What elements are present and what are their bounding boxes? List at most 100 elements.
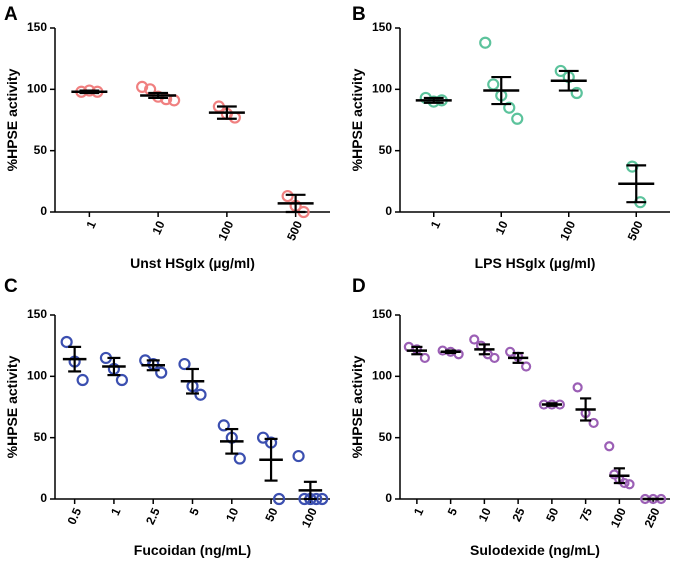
x-tick-label: 250 xyxy=(642,505,663,529)
x-tick-label: 75 xyxy=(577,505,595,523)
error-bar xyxy=(411,345,423,356)
data-point xyxy=(505,346,516,357)
x-tick-label: 1 xyxy=(108,505,124,517)
data-point xyxy=(521,361,532,372)
error-bar xyxy=(512,351,524,364)
y-tick-label: 50 xyxy=(34,430,48,444)
x-tick-label: 10 xyxy=(476,505,494,523)
panel-label: B xyxy=(352,4,366,25)
y-axis-label: %HPSE activity xyxy=(349,68,365,171)
panel-label: C xyxy=(4,276,18,297)
x-tick-label: 0.5 xyxy=(64,505,84,526)
data-point xyxy=(136,80,149,93)
x-axis-label: Unst HSglx (µg/ml) xyxy=(130,255,255,271)
y-tick-label: 50 xyxy=(379,430,393,444)
y-tick-label: 150 xyxy=(27,307,47,321)
y-axis-label: %HPSE activity xyxy=(4,68,20,171)
x-tick-label: 100 xyxy=(608,505,629,529)
y-axis-label: %HPSE activity xyxy=(349,355,365,458)
error-bar xyxy=(303,480,317,501)
y-tick-label: 0 xyxy=(40,204,47,218)
data-point xyxy=(292,449,305,463)
x-tick-label: 100 xyxy=(299,505,320,529)
x-tick-label: 1 xyxy=(428,218,444,230)
x-tick-label: 1 xyxy=(411,505,427,517)
data-point xyxy=(60,335,73,349)
data-point xyxy=(217,419,230,432)
error-bar xyxy=(423,96,444,104)
error-bar xyxy=(613,467,625,485)
data-point xyxy=(479,36,492,49)
data-point xyxy=(233,452,246,465)
error-bar xyxy=(148,91,169,100)
data-point xyxy=(572,382,583,393)
y-tick-label: 100 xyxy=(372,82,392,96)
x-tick-label: 2.5 xyxy=(143,505,163,526)
data-point xyxy=(281,189,294,203)
data-point xyxy=(570,86,583,100)
x-tick-label: 1 xyxy=(83,218,99,230)
y-tick-label: 50 xyxy=(34,143,48,157)
error-bar xyxy=(186,367,199,395)
panel-label: D xyxy=(352,276,366,297)
error-bar xyxy=(491,75,512,106)
error-bar xyxy=(478,343,490,356)
x-tick-label: 5 xyxy=(445,505,461,517)
data-point xyxy=(453,349,464,360)
error-bar xyxy=(107,356,121,377)
x-tick-label: 500 xyxy=(284,218,305,242)
error-bar xyxy=(79,89,100,95)
data-point xyxy=(155,366,168,379)
y-tick-label: 50 xyxy=(379,143,393,157)
data-point xyxy=(503,101,516,114)
x-axis-label: LPS HSglx (µg/ml) xyxy=(475,255,596,271)
y-tick-label: 100 xyxy=(27,369,47,383)
data-point xyxy=(487,78,500,91)
data-point xyxy=(469,334,480,345)
panel-label: A xyxy=(4,4,18,25)
y-tick-label: 0 xyxy=(385,491,392,505)
error-bar xyxy=(68,345,82,373)
data-point xyxy=(272,492,286,506)
data-point xyxy=(194,388,207,401)
x-tick-label: 100 xyxy=(557,218,578,242)
data-point xyxy=(489,352,500,364)
x-tick-label: 100 xyxy=(215,218,236,242)
data-point xyxy=(588,417,599,429)
error-bar xyxy=(626,164,647,204)
data-point xyxy=(160,93,173,106)
y-tick-label: 150 xyxy=(372,307,392,321)
error-bar xyxy=(285,193,306,214)
y-tick-label: 150 xyxy=(372,20,392,34)
x-tick-label: 500 xyxy=(625,218,646,242)
x-tick-label: 5 xyxy=(187,505,203,517)
y-tick-label: 0 xyxy=(385,204,392,218)
x-axis-label: Sulodexide (ng/mL) xyxy=(470,542,600,558)
data-point xyxy=(511,112,524,125)
x-axis-label: Fucoidan (ng/mL) xyxy=(134,542,251,558)
y-tick-label: 100 xyxy=(27,82,47,96)
data-point xyxy=(604,441,615,452)
y-tick-label: 150 xyxy=(27,20,47,34)
y-axis-label: %HPSE activity xyxy=(4,355,20,458)
x-tick-label: 10 xyxy=(493,218,511,236)
data-point xyxy=(419,352,430,364)
data-point xyxy=(624,479,635,490)
error-bar xyxy=(445,349,457,355)
error-bar xyxy=(546,402,558,407)
x-tick-label: 50 xyxy=(543,505,561,523)
x-tick-label: 10 xyxy=(149,218,167,236)
error-bar xyxy=(580,397,592,422)
error-bar xyxy=(216,105,237,120)
error-bar xyxy=(225,427,239,455)
y-tick-label: 0 xyxy=(40,491,47,505)
error-bar xyxy=(558,69,579,92)
data-point xyxy=(115,373,129,387)
y-tick-label: 100 xyxy=(372,369,392,383)
x-tick-label: 50 xyxy=(262,505,280,523)
x-tick-label: 10 xyxy=(223,505,241,523)
error-bar xyxy=(264,437,278,482)
data-point xyxy=(316,492,329,506)
error-bar xyxy=(146,359,160,372)
